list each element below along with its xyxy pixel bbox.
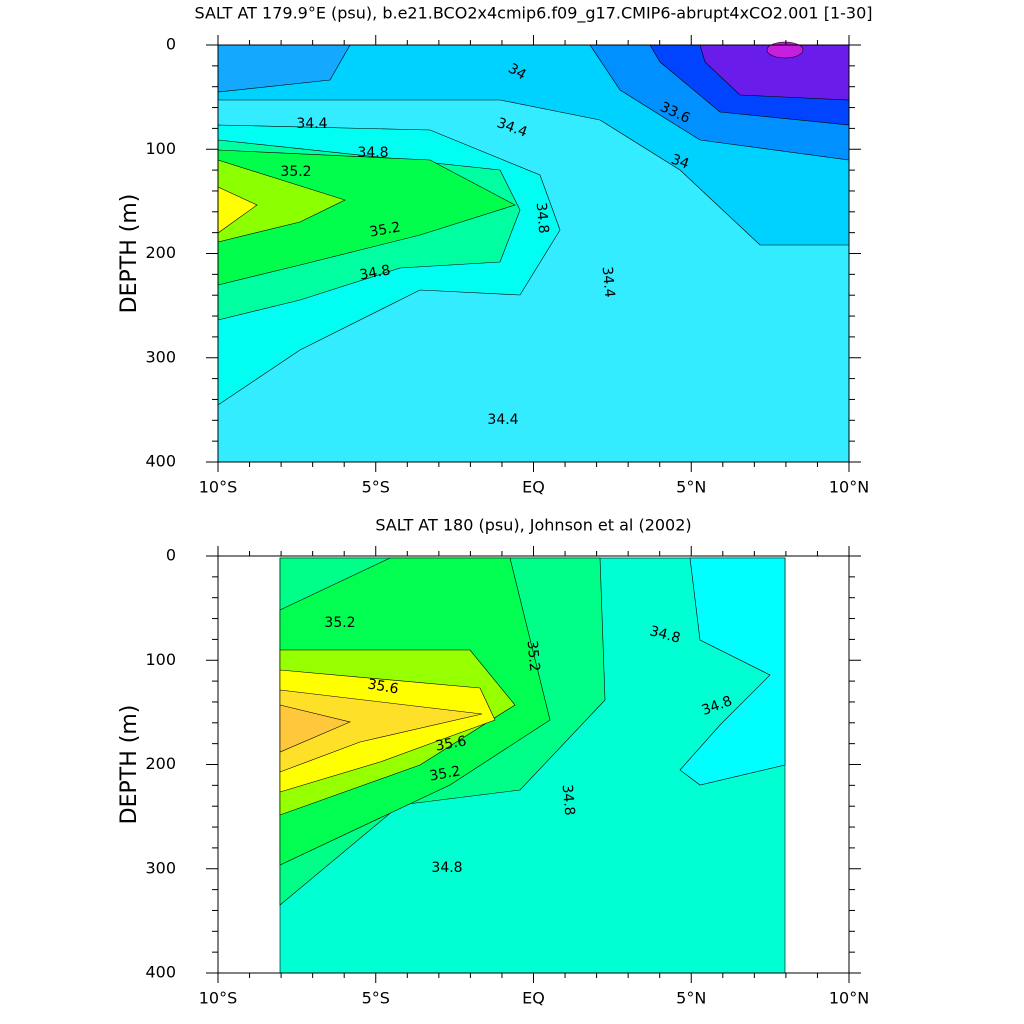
- panel: SALT AT 180 (psu), Johnson et al (2002) D…: [117, 516, 869, 1008]
- contour-label: 34.8: [559, 784, 578, 816]
- contour-label: 34.8: [358, 262, 391, 283]
- x-tick-label: EQ: [522, 478, 545, 497]
- x-tick-label: 5°N: [676, 478, 706, 497]
- contour-label: 34: [505, 61, 529, 84]
- x-tick-label: 5°S: [362, 989, 390, 1008]
- contour-label: 34.4: [296, 116, 327, 132]
- contour-label: 34.4: [487, 412, 518, 428]
- contour-label: 34.8: [431, 860, 462, 876]
- x-tick-label: EQ: [522, 989, 545, 1008]
- x-tick-label: 10°S: [199, 478, 238, 497]
- y-tick-label: 0: [166, 546, 176, 565]
- x-tick-label: 10°N: [829, 478, 869, 497]
- contour-label: 35.2: [324, 615, 355, 631]
- y-tick-label: 100: [145, 139, 176, 158]
- contour-label: 34.4: [599, 266, 618, 299]
- x-tick-label: 5°N: [676, 989, 706, 1008]
- contour-label: 35.2: [368, 219, 401, 240]
- contour-label: 35.2: [428, 763, 461, 784]
- y-tick-label: 0: [166, 35, 176, 54]
- y-tick-label: 200: [145, 754, 176, 773]
- y-axis-label: DEPTH (m): [117, 194, 142, 314]
- contour-fill: [279, 704, 351, 753]
- chart-title: SALT AT 180 (psu), Johnson et al (2002): [375, 516, 691, 535]
- y-tick-label: 300: [145, 347, 176, 366]
- contour-label: 34.8: [357, 145, 388, 161]
- contour-label: 35.2: [524, 640, 543, 672]
- y-axis-label: DEPTH (m): [117, 705, 142, 825]
- contour-label: 34: [669, 151, 691, 172]
- x-tick-label: 10°S: [199, 989, 238, 1008]
- y-tick-label: 300: [145, 858, 176, 877]
- y-tick-label: 400: [145, 452, 176, 471]
- contour-label: 34.8: [648, 623, 682, 647]
- y-tick-label: 100: [145, 650, 176, 669]
- contour-label: 35.6: [366, 676, 400, 697]
- y-tick-label: 400: [145, 963, 176, 982]
- x-tick-label: 5°S: [362, 478, 390, 497]
- contour-fill: [766, 41, 804, 59]
- chart-title: SALT AT 179.9°E (psu), b.e21.BCO2x4cmip6…: [195, 4, 873, 24]
- contour-label: 35.6: [434, 733, 468, 754]
- x-tick-label: 10°N: [829, 989, 869, 1008]
- contour-fill: [679, 557, 786, 786]
- panel: SALT AT 179.9°E (psu), b.e21.BCO2x4cmip6…: [117, 4, 873, 497]
- contour-label: 35.2: [280, 164, 311, 180]
- contour-label: 34.8: [533, 202, 552, 234]
- y-tick-label: 200: [145, 243, 176, 262]
